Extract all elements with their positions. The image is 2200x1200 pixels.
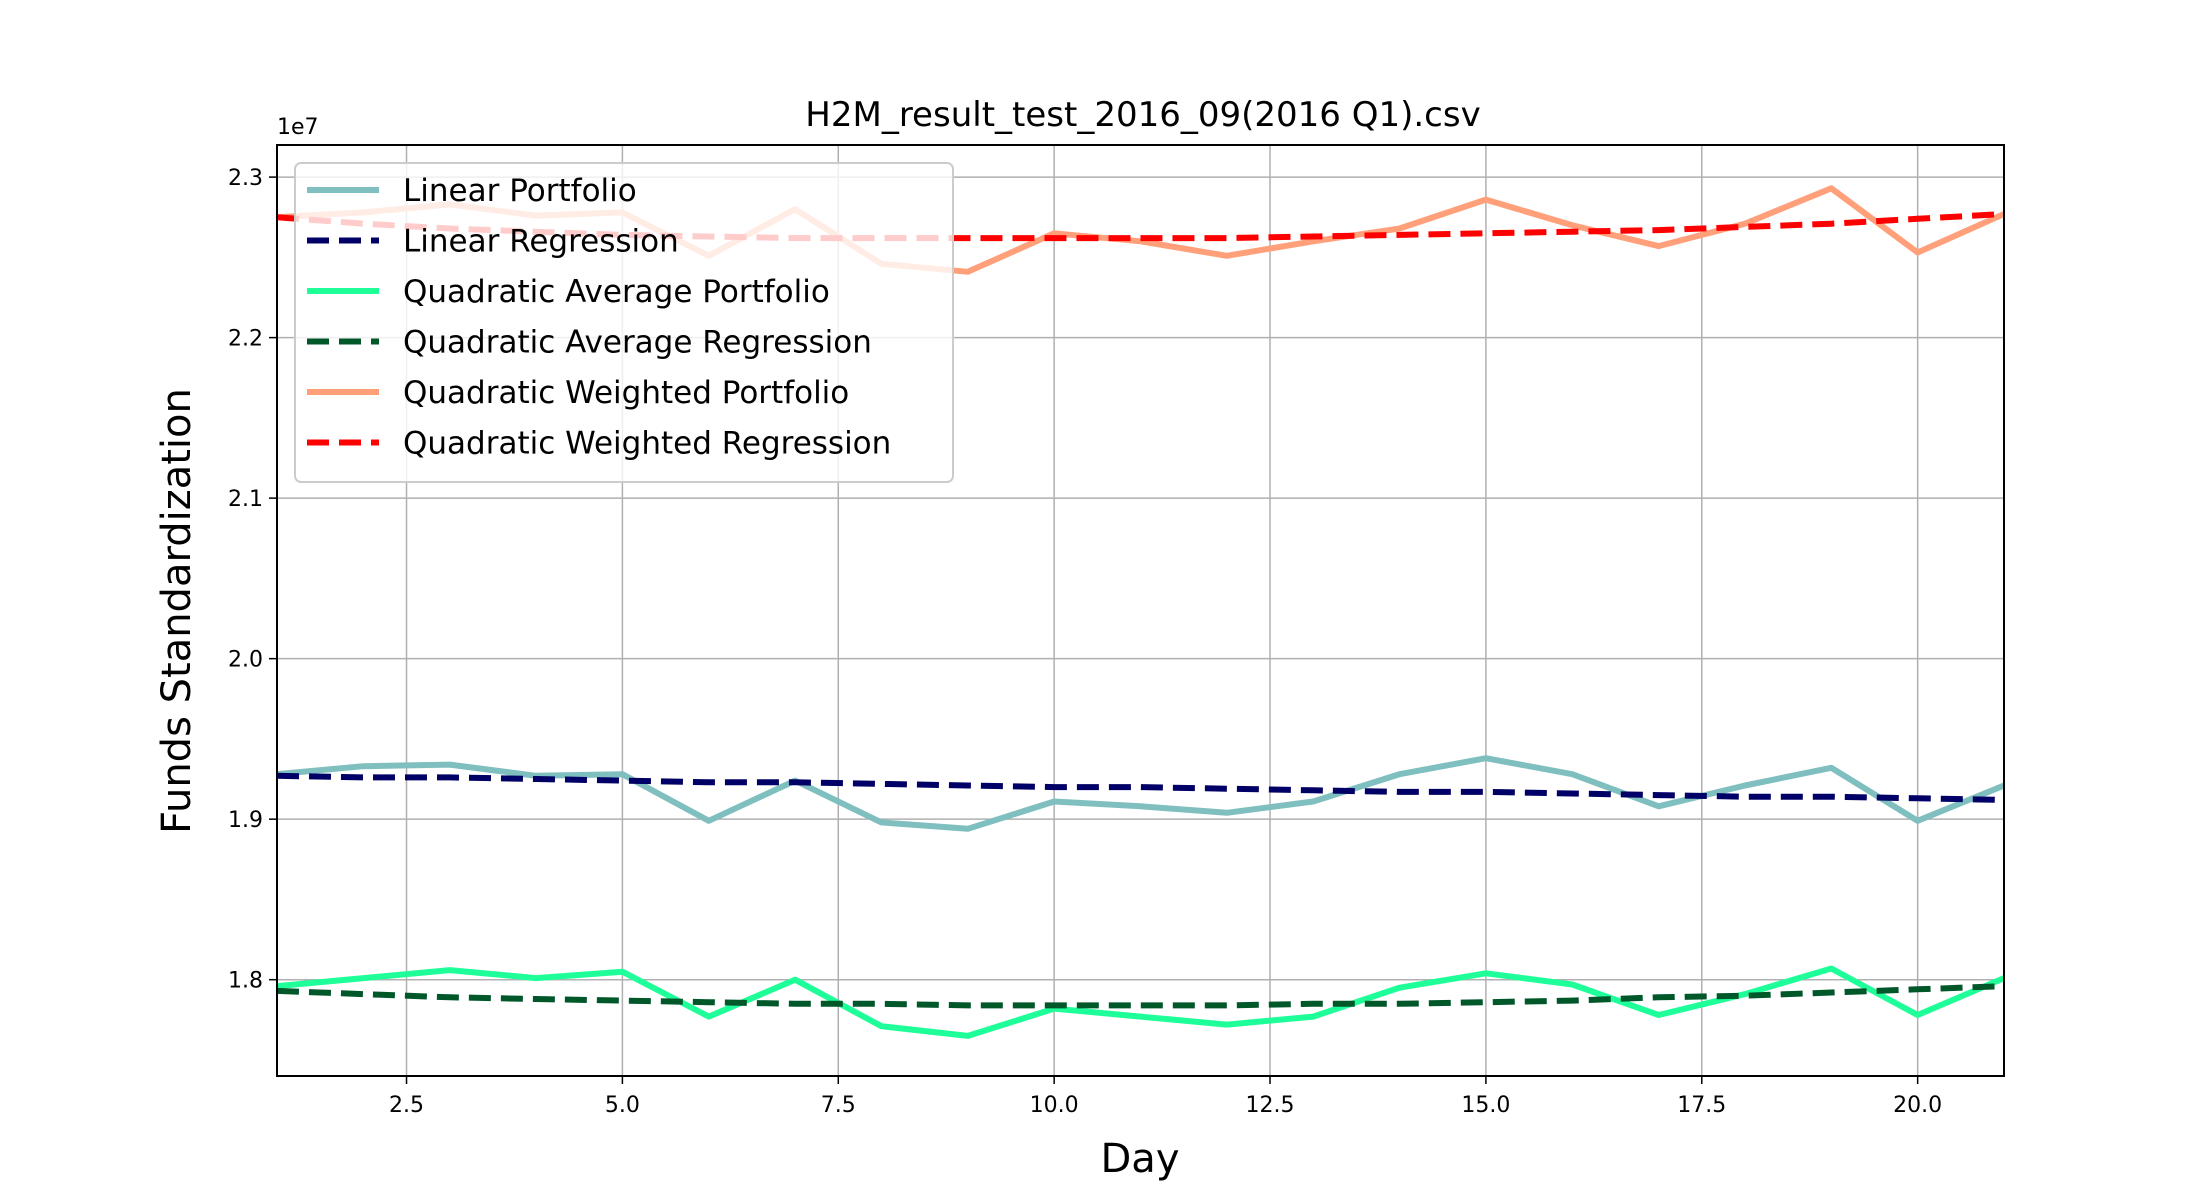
series-line-3 [277,965,2004,1039]
y-tick-label: 2.1 [228,487,263,512]
x-tick-label: 7.5 [821,1093,856,1118]
legend-box [294,162,954,483]
chart-title: H2M_result_test_2016_09(2016 Q1).csv [805,95,1480,135]
x-tick-label: 15.0 [1461,1093,1510,1118]
x-tick-label: 2.5 [389,1093,424,1118]
tick-layer: 2.5 5.0 7.5 10.0 12.5 15.0 17.5 20.0 1.8 1.9 2.0 2.… [228,166,1942,1118]
y-axis-offset-label: 1e7 [277,115,319,140]
series-line-1 [277,755,2004,832]
x-tick-label: 20.0 [1893,1093,1942,1118]
y-tick-label: 1.9 [228,808,263,833]
y-axis-label: Funds Standardization [154,388,200,834]
x-axis-label: Day [1101,1136,1180,1182]
plot-frame [276,144,2005,1077]
x-tick-label: 17.5 [1677,1093,1726,1118]
y-tick-label: 2.3 [228,166,263,191]
legend-label: Linear Portfolio [403,173,637,209]
x-tick-label: 10.0 [1030,1093,1079,1118]
legend-label: Quadratic Average Portfolio [403,274,830,310]
legend-label: Quadratic Average Regression [403,325,872,361]
x-tick-label: 12.5 [1246,1093,1295,1118]
x-tick-label: 5.0 [605,1093,640,1118]
y-tick-label: 2.0 [228,648,263,673]
legend-label: Linear Regression [403,224,679,260]
legend-label: Quadratic Weighted Regression [403,426,891,462]
legend: Linear Portfolio Linear Regression Quadrat… [294,162,954,483]
legend-label: Quadratic Weighted Portfolio [403,375,849,411]
y-tick-label: 1.8 [228,969,263,994]
y-tick-label: 2.2 [228,327,263,352]
